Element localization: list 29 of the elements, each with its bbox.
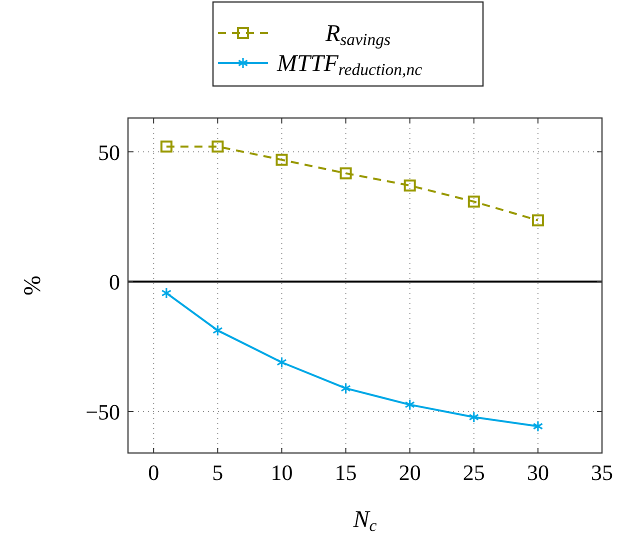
x-tick-label: 0	[148, 460, 160, 485]
point	[404, 180, 416, 192]
point	[212, 324, 223, 336]
x-tick-label: 5	[212, 460, 224, 485]
point	[404, 398, 415, 410]
x-tick-label: 35	[591, 460, 613, 485]
x-tick-label: 10	[270, 460, 293, 485]
y-tick-label: −50	[86, 399, 120, 424]
point	[532, 420, 544, 432]
x-axis-title: N$_{c}$	[352, 507, 378, 536]
point	[160, 140, 172, 153]
point	[276, 356, 287, 368]
point	[532, 214, 544, 226]
point	[276, 154, 288, 166]
x-tick-label: 25	[462, 460, 485, 485]
y-tick-label: 50	[98, 140, 120, 165]
point	[340, 382, 351, 394]
point	[468, 196, 480, 208]
x-tick-label: 20	[398, 460, 421, 485]
x-tick-label: 15	[334, 460, 357, 485]
y-axis-title: %	[20, 276, 46, 296]
legend-label: R$_{savings}$	[324, 21, 391, 50]
y-tick-label: 0	[109, 270, 120, 295]
point	[340, 167, 352, 180]
point	[468, 411, 480, 423]
point	[212, 140, 224, 153]
point	[161, 287, 172, 299]
x-tick-label: 30	[526, 460, 549, 485]
legend-label: MTTF$_{reduction,nc}$	[276, 51, 423, 80]
